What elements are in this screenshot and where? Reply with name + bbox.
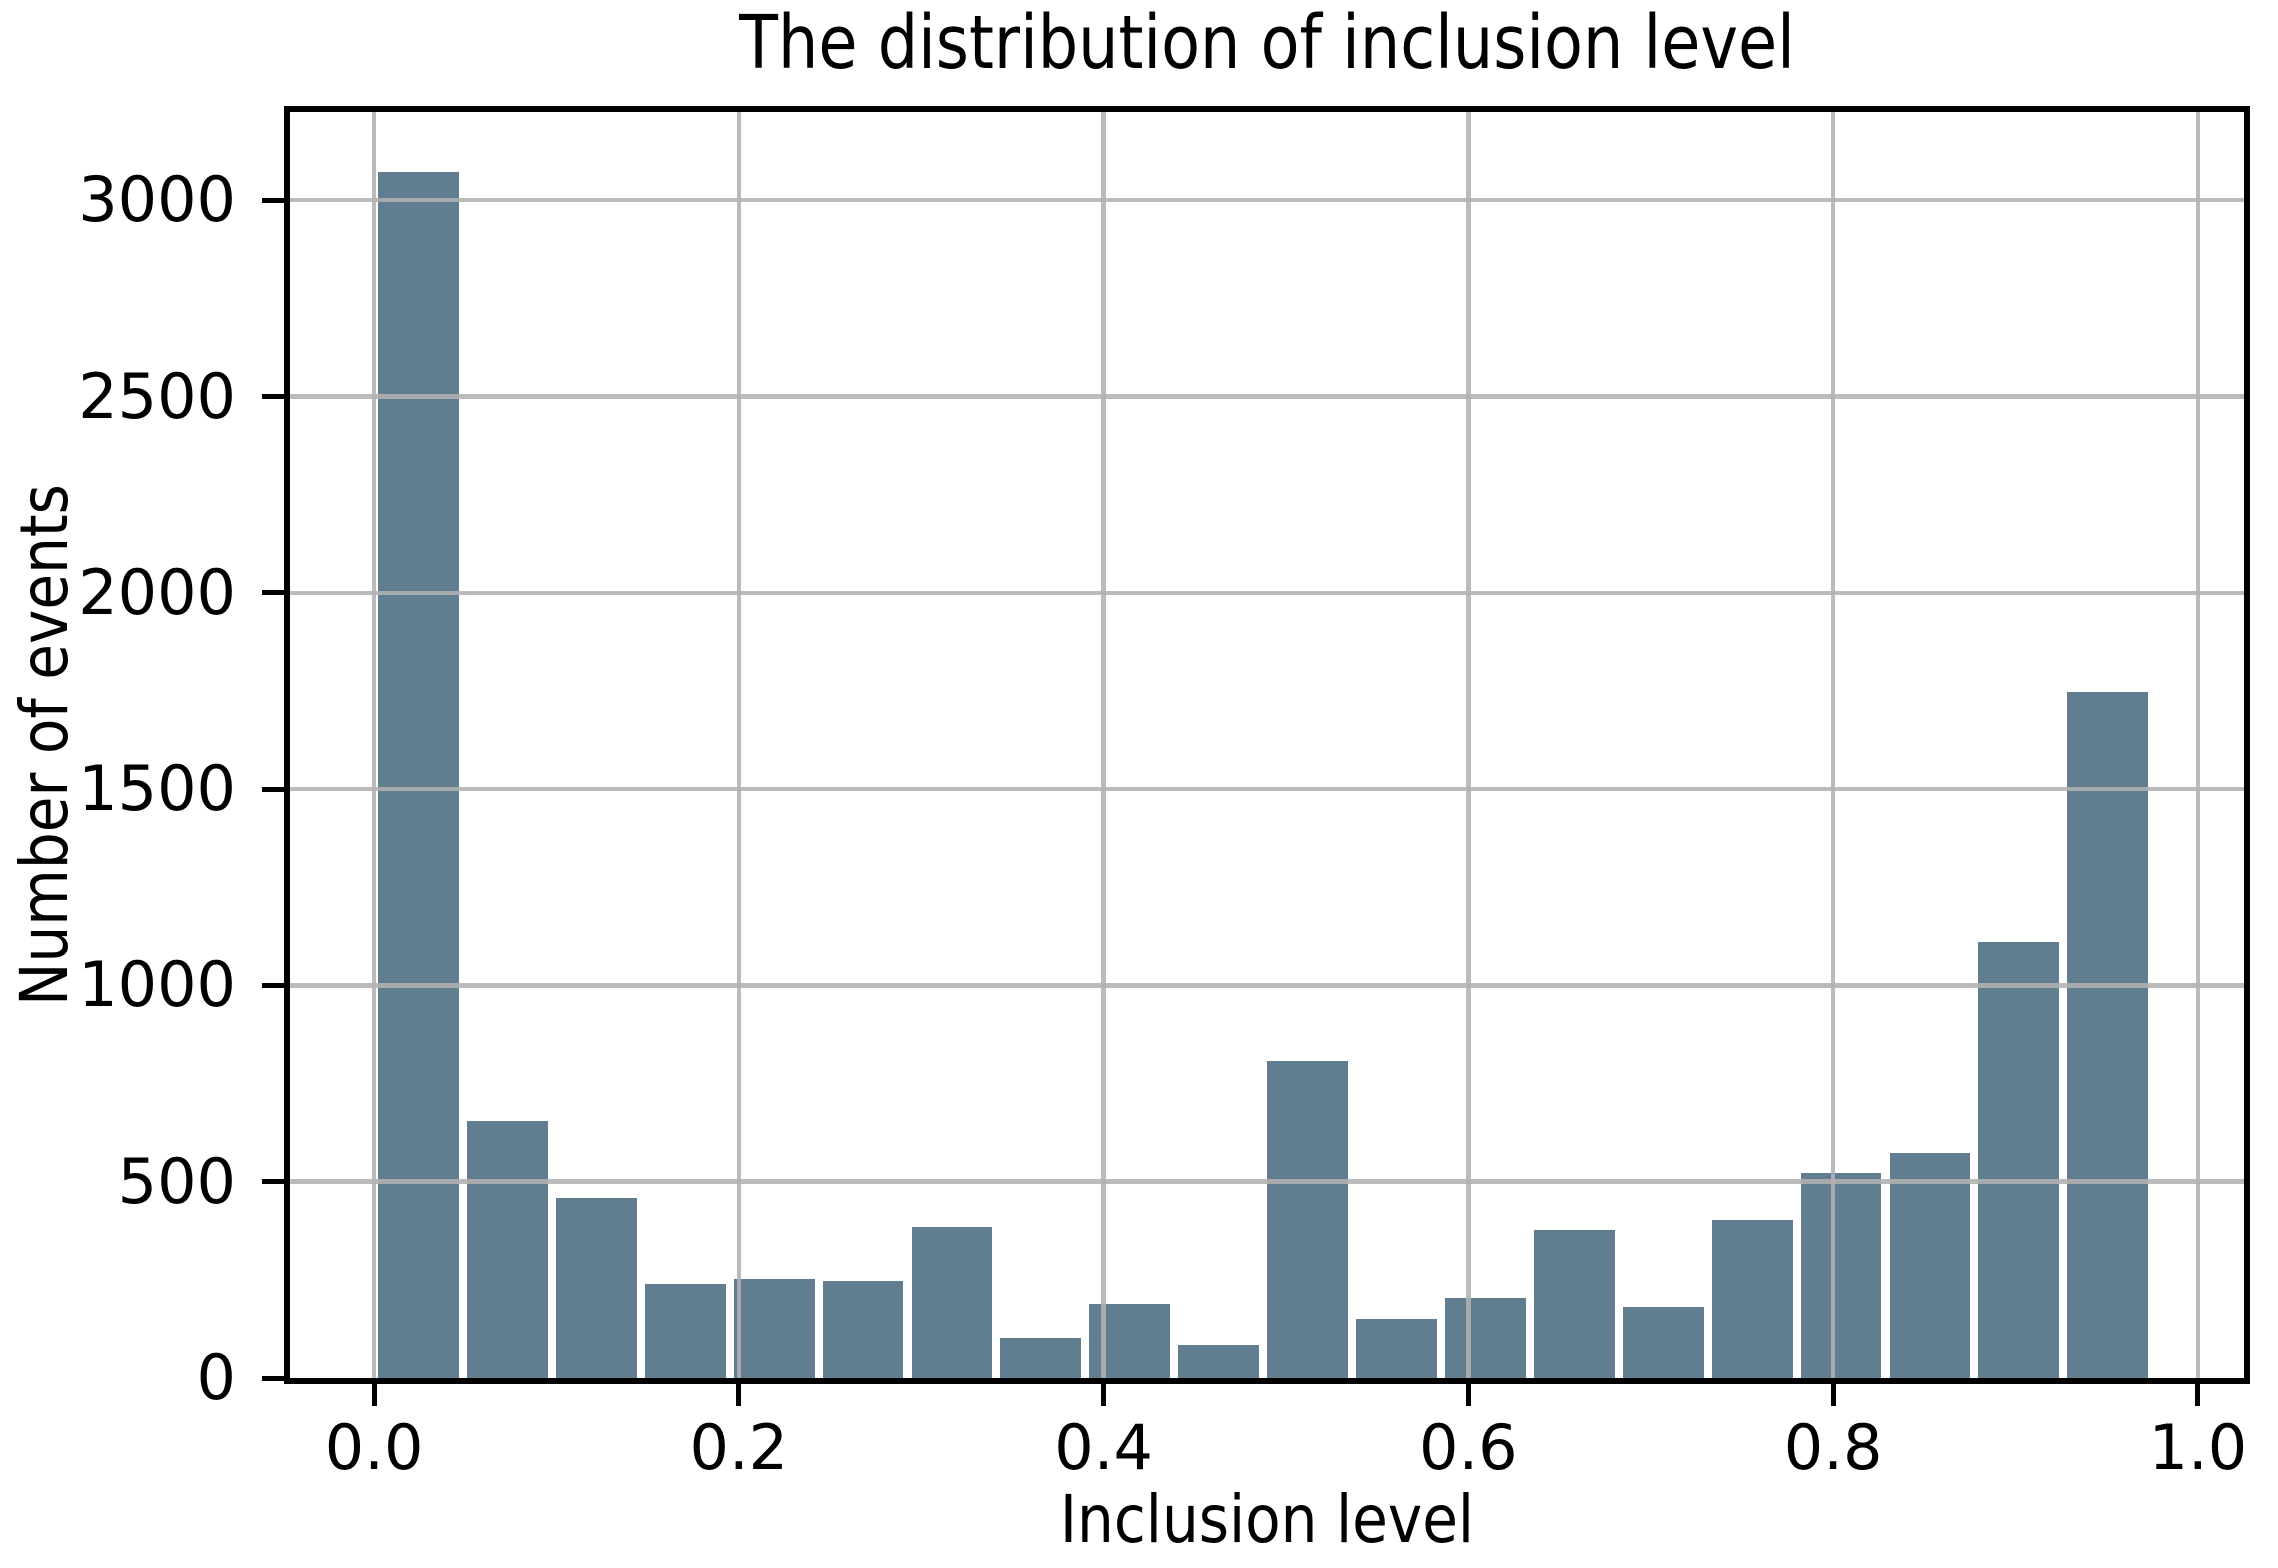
y-tick-label: 2000 xyxy=(78,555,236,629)
histogram-bar xyxy=(1267,1061,1349,1378)
histogram-bar xyxy=(1800,1173,1882,1378)
histogram-bar xyxy=(1978,942,2060,1378)
x-axis-label: Inclusion level xyxy=(1059,1481,1475,1558)
y-tick-label: 1500 xyxy=(78,752,236,826)
x-tick-mark xyxy=(736,1384,742,1406)
horizontal-gridline xyxy=(290,1179,2244,1184)
histogram-bar xyxy=(822,1280,904,1378)
vertical-gridline xyxy=(1466,112,1471,1378)
x-tick-mark xyxy=(1465,1384,1471,1406)
histogram-bar xyxy=(378,172,459,1378)
x-tick-mark xyxy=(1830,1384,1836,1406)
y-axis-label: Number of events xyxy=(6,484,83,1006)
y-tick-label: 0 xyxy=(196,1341,236,1414)
horizontal-gridline xyxy=(290,590,2244,595)
histogram-bar xyxy=(1000,1337,1082,1378)
x-tick-mark xyxy=(1101,1384,1107,1406)
y-tick-label: 500 xyxy=(117,1144,236,1218)
y-tick-mark xyxy=(262,590,284,596)
x-tick-label: 0.6 xyxy=(1418,1411,1518,1484)
y-tick-mark xyxy=(262,394,284,399)
x-tick-mark xyxy=(2195,1384,2201,1406)
horizontal-gridline xyxy=(290,197,2244,203)
x-tick-label: 0.8 xyxy=(1783,1411,1883,1484)
vertical-gridline xyxy=(1101,112,1106,1378)
histogram-bar xyxy=(644,1283,726,1378)
histogram-bar xyxy=(467,1120,548,1378)
horizontal-gridline xyxy=(290,786,2244,792)
x-tick-label: 1.0 xyxy=(2148,1411,2248,1484)
histogram-bar xyxy=(1178,1345,1260,1378)
horizontal-gridline xyxy=(290,394,2244,399)
x-tick-label: 0.0 xyxy=(324,1411,424,1484)
x-tick-label: 0.4 xyxy=(1054,1411,1153,1484)
y-tick-label: 1000 xyxy=(78,948,236,1022)
chart-title: The distribution of inclusion level xyxy=(739,0,1795,86)
y-tick-mark xyxy=(262,786,284,792)
x-tick-label: 0.2 xyxy=(689,1411,789,1484)
histogram-bar xyxy=(1356,1319,1437,1378)
histogram-bar xyxy=(555,1198,637,1378)
histogram-bar xyxy=(911,1227,993,1378)
histogram-bar xyxy=(1889,1152,1971,1378)
y-tick-mark xyxy=(262,197,284,203)
y-tick-label: 3000 xyxy=(78,163,236,237)
y-tick-mark xyxy=(262,1375,284,1381)
histogram-bar xyxy=(2067,692,2149,1378)
histogram-bar xyxy=(1711,1219,1793,1378)
histogram-bar xyxy=(733,1279,815,1378)
vertical-gridline xyxy=(736,112,742,1378)
y-tick-mark xyxy=(262,982,284,988)
vertical-gridline xyxy=(1830,112,1836,1378)
vertical-gridline xyxy=(2195,112,2201,1378)
histogram-bar xyxy=(1533,1230,1615,1378)
y-tick-mark xyxy=(262,1179,284,1185)
histogram-bar xyxy=(1445,1298,1526,1378)
x-tick-mark xyxy=(371,1384,377,1406)
horizontal-gridline xyxy=(290,983,2244,988)
histogram-bar xyxy=(1622,1306,1704,1378)
y-tick-label: 2500 xyxy=(78,359,236,433)
vertical-gridline xyxy=(371,112,377,1378)
